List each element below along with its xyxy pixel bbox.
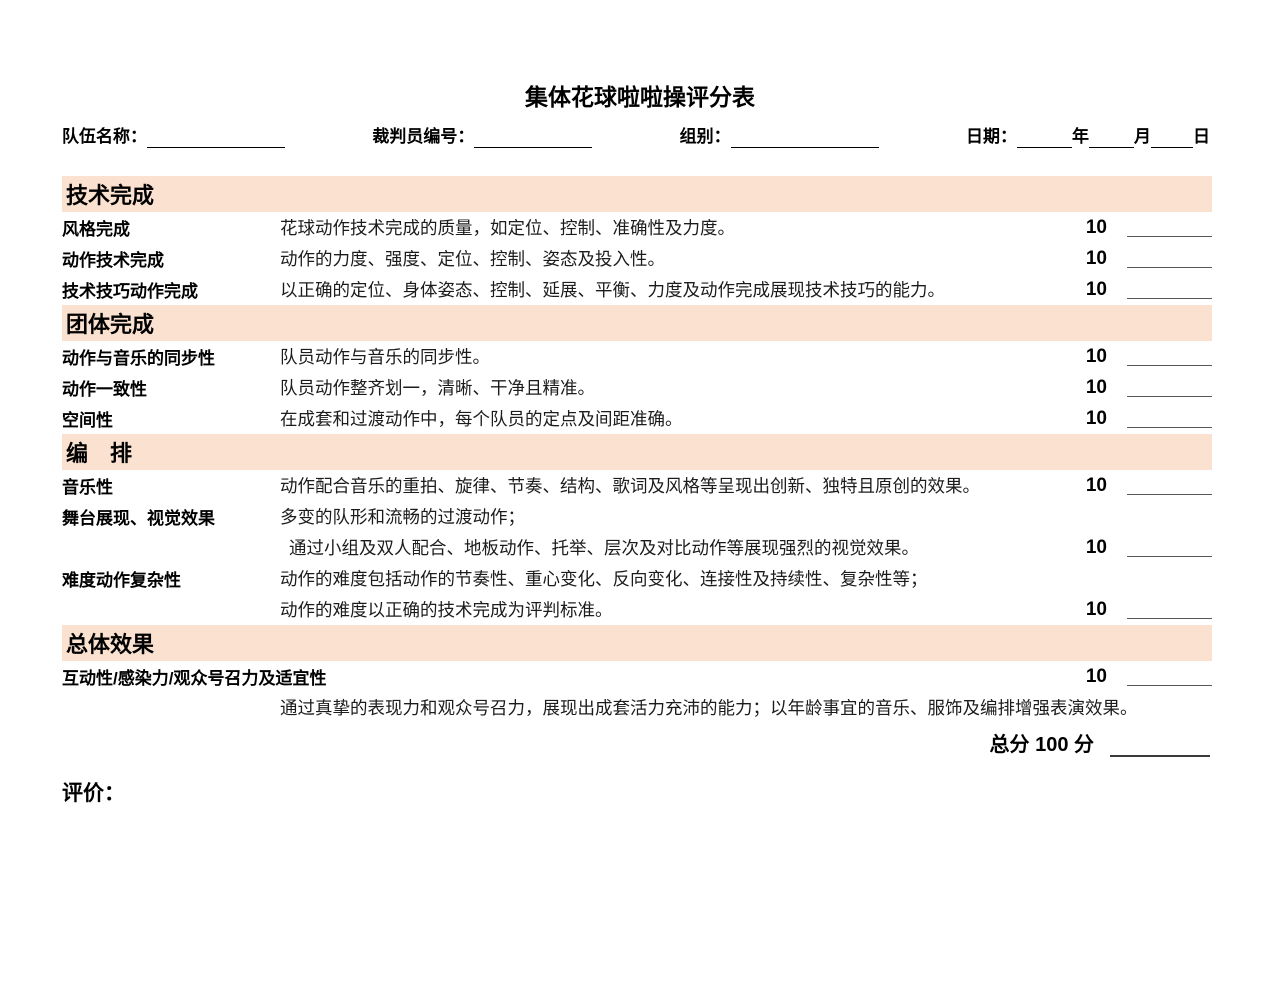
score-blank[interactable] bbox=[1127, 477, 1212, 495]
max-score: 10 bbox=[1085, 474, 1107, 496]
year-label: 年 bbox=[1071, 127, 1089, 146]
judge-number-field: 裁判员编号： bbox=[372, 126, 593, 148]
total-score-label: 总分 100 分 bbox=[989, 734, 1094, 756]
max-score: 10 bbox=[1085, 247, 1107, 269]
criteria-desc: 花球动作技术完成的质量，如定位、控制、准确性及力度。 bbox=[280, 218, 735, 238]
total-score-row: 总分 100 分 bbox=[62, 733, 1210, 757]
criteria-label: 舞台展现、视觉效果 bbox=[62, 509, 215, 528]
judge-number-blank[interactable] bbox=[474, 128, 593, 148]
criteria-desc: 通过小组及双人配合、地板动作、托举、层次及对比动作等展现强烈的视觉效果。 bbox=[289, 538, 919, 558]
date-month-blank[interactable] bbox=[1088, 128, 1134, 148]
criteria-desc: 动作的力度、强度、定位、控制、姿态及投入性。 bbox=[280, 249, 665, 269]
header-fields: 队伍名称： 裁判员编号： 组别： 日期： 年 月 日 bbox=[62, 126, 1210, 148]
criteria-row-motion-technique: 动作技术完成 动作的力度、强度、定位、控制、姿态及投入性。 10 bbox=[62, 243, 1212, 274]
criteria-row-staging-line1: 舞台展现、视觉效果 多变的队形和流畅的过渡动作； bbox=[62, 501, 1212, 532]
date-label: 日期： bbox=[965, 127, 1017, 146]
score-blank[interactable] bbox=[1127, 379, 1212, 397]
score-blank[interactable] bbox=[1127, 219, 1212, 237]
criteria-label: 技术技巧动作完成 bbox=[62, 282, 198, 301]
max-score: 10 bbox=[1085, 278, 1107, 300]
criteria-desc: 通过真挚的表现力和观众号召力，展现出成套活力充沛的能力；以年龄事宜的音乐、服饰及… bbox=[280, 698, 1138, 718]
score-blank[interactable] bbox=[1127, 348, 1212, 366]
criteria-row-synchronization: 动作与音乐的同步性 队员动作与音乐的同步性。 10 bbox=[62, 341, 1212, 372]
criteria-desc: 以正确的定位、身体姿态、控制、延展、平衡、力度及动作完成展现技术技巧的能力。 bbox=[280, 280, 945, 300]
max-score: 10 bbox=[1085, 407, 1107, 429]
criteria-label: 动作一致性 bbox=[62, 380, 147, 399]
criteria-row-difficulty-line2: 动作的难度以正确的技术完成为评判标准。 10 bbox=[62, 594, 1212, 625]
day-label: 日 bbox=[1192, 127, 1210, 146]
group-blank[interactable] bbox=[730, 128, 879, 148]
total-score-blank[interactable] bbox=[1110, 734, 1210, 757]
section-title: 编 排 bbox=[66, 441, 133, 466]
section-title: 总体效果 bbox=[66, 632, 155, 657]
date-field: 日期： 年 月 日 bbox=[966, 126, 1210, 148]
criteria-row-audience-appeal-desc: 通过真挚的表现力和观众号召力，展现出成套活力充沛的能力；以年龄事宜的音乐、服饰及… bbox=[62, 692, 1212, 723]
team-name-label: 队伍名称： bbox=[62, 127, 147, 146]
team-name-field: 队伍名称： bbox=[62, 126, 285, 148]
score-blank[interactable] bbox=[1127, 281, 1212, 299]
max-score: 10 bbox=[1085, 665, 1107, 687]
criteria-desc: 多变的队形和流畅的过渡动作； bbox=[280, 507, 525, 527]
month-label: 月 bbox=[1133, 127, 1151, 146]
criteria-label: 动作技术完成 bbox=[62, 251, 164, 270]
criteria-label: 空间性 bbox=[62, 411, 113, 430]
team-name-blank[interactable] bbox=[147, 128, 285, 148]
criteria-desc: 动作的难度以正确的技术完成为评判标准。 bbox=[280, 600, 613, 620]
criteria-label: 互动性/感染力/观众号召力及适宜性 bbox=[62, 669, 327, 688]
score-blank[interactable] bbox=[1127, 601, 1212, 619]
criteria-label: 难度动作复杂性 bbox=[62, 571, 181, 590]
section-header-choreography: 编 排 bbox=[62, 434, 1212, 470]
section-header-overall-effect: 总体效果 bbox=[62, 625, 1212, 661]
evaluation-label: 评价： bbox=[62, 781, 125, 805]
page-title: 集体花球啦啦操评分表 bbox=[525, 84, 755, 110]
date-day-blank[interactable] bbox=[1150, 128, 1193, 148]
score-blank[interactable] bbox=[1127, 668, 1212, 686]
group-label: 组别： bbox=[679, 127, 731, 146]
score-blank[interactable] bbox=[1127, 250, 1212, 268]
criteria-desc: 动作配合音乐的重拍、旋律、节奏、结构、歌词及风格等呈现出创新、独特且原创的效果。 bbox=[280, 476, 980, 496]
criteria-desc: 队员动作与音乐的同步性。 bbox=[280, 347, 490, 367]
criteria-label: 动作与音乐的同步性 bbox=[62, 349, 215, 368]
judge-number-label: 裁判员编号： bbox=[372, 127, 475, 146]
group-field: 组别： bbox=[680, 126, 879, 148]
criteria-desc: 队员动作整齐划一，清晰、干净且精准。 bbox=[280, 378, 595, 398]
criteria-desc: 动作的难度包括动作的节奏性、重心变化、反向变化、连接性及持续性、复杂性等； bbox=[280, 569, 928, 589]
score-blank[interactable] bbox=[1127, 539, 1212, 557]
score-sheet-page: 集体花球啦啦操评分表 队伍名称： 裁判员编号： 组别： 日期： 年 月 日 技术… bbox=[0, 84, 1280, 989]
criteria-row-staging-line2: 通过小组及双人配合、地板动作、托举、层次及对比动作等展现强烈的视觉效果。 10 bbox=[62, 532, 1212, 563]
criteria-row-style-execution: 风格完成 花球动作技术完成的质量，如定位、控制、准确性及力度。 10 bbox=[62, 212, 1212, 243]
criteria-row-musicality: 音乐性 动作配合音乐的重拍、旋律、节奏、结构、歌词及风格等呈现出创新、独特且原创… bbox=[62, 470, 1212, 501]
section-title: 技术完成 bbox=[66, 183, 155, 208]
max-score: 10 bbox=[1085, 598, 1107, 620]
criteria-label: 风格完成 bbox=[62, 220, 130, 239]
criteria-row-uniformity: 动作一致性 队员动作整齐划一，清晰、干净且精准。 10 bbox=[62, 372, 1212, 403]
max-score: 10 bbox=[1085, 216, 1107, 238]
criteria-desc: 在成套和过渡动作中，每个队员的定点及间距准确。 bbox=[280, 409, 683, 429]
max-score: 10 bbox=[1085, 536, 1107, 558]
date-year-blank[interactable] bbox=[1016, 128, 1072, 148]
section-header-group-execution: 团体完成 bbox=[62, 305, 1212, 341]
section-header-technical-execution: 技术完成 bbox=[62, 176, 1212, 212]
section-title: 团体完成 bbox=[66, 312, 155, 337]
max-score: 10 bbox=[1085, 345, 1107, 367]
criteria-row-skill-execution: 技术技巧动作完成 以正确的定位、身体姿态、控制、延展、平衡、力度及动作完成展现技… bbox=[62, 274, 1212, 305]
max-score: 10 bbox=[1085, 376, 1107, 398]
criteria-row-spacing: 空间性 在成套和过渡动作中，每个队员的定点及间距准确。 10 bbox=[62, 403, 1212, 434]
criteria-row-difficulty-line1: 难度动作复杂性 动作的难度包括动作的节奏性、重心变化、反向变化、连接性及持续性、… bbox=[62, 563, 1212, 594]
score-blank[interactable] bbox=[1127, 410, 1212, 428]
criteria-row-audience-appeal: 互动性/感染力/观众号召力及适宜性 10 bbox=[62, 661, 1212, 692]
criteria-table: 技术完成 风格完成 花球动作技术完成的质量，如定位、控制、准确性及力度。 10 … bbox=[62, 176, 1212, 723]
criteria-label: 音乐性 bbox=[62, 478, 113, 497]
